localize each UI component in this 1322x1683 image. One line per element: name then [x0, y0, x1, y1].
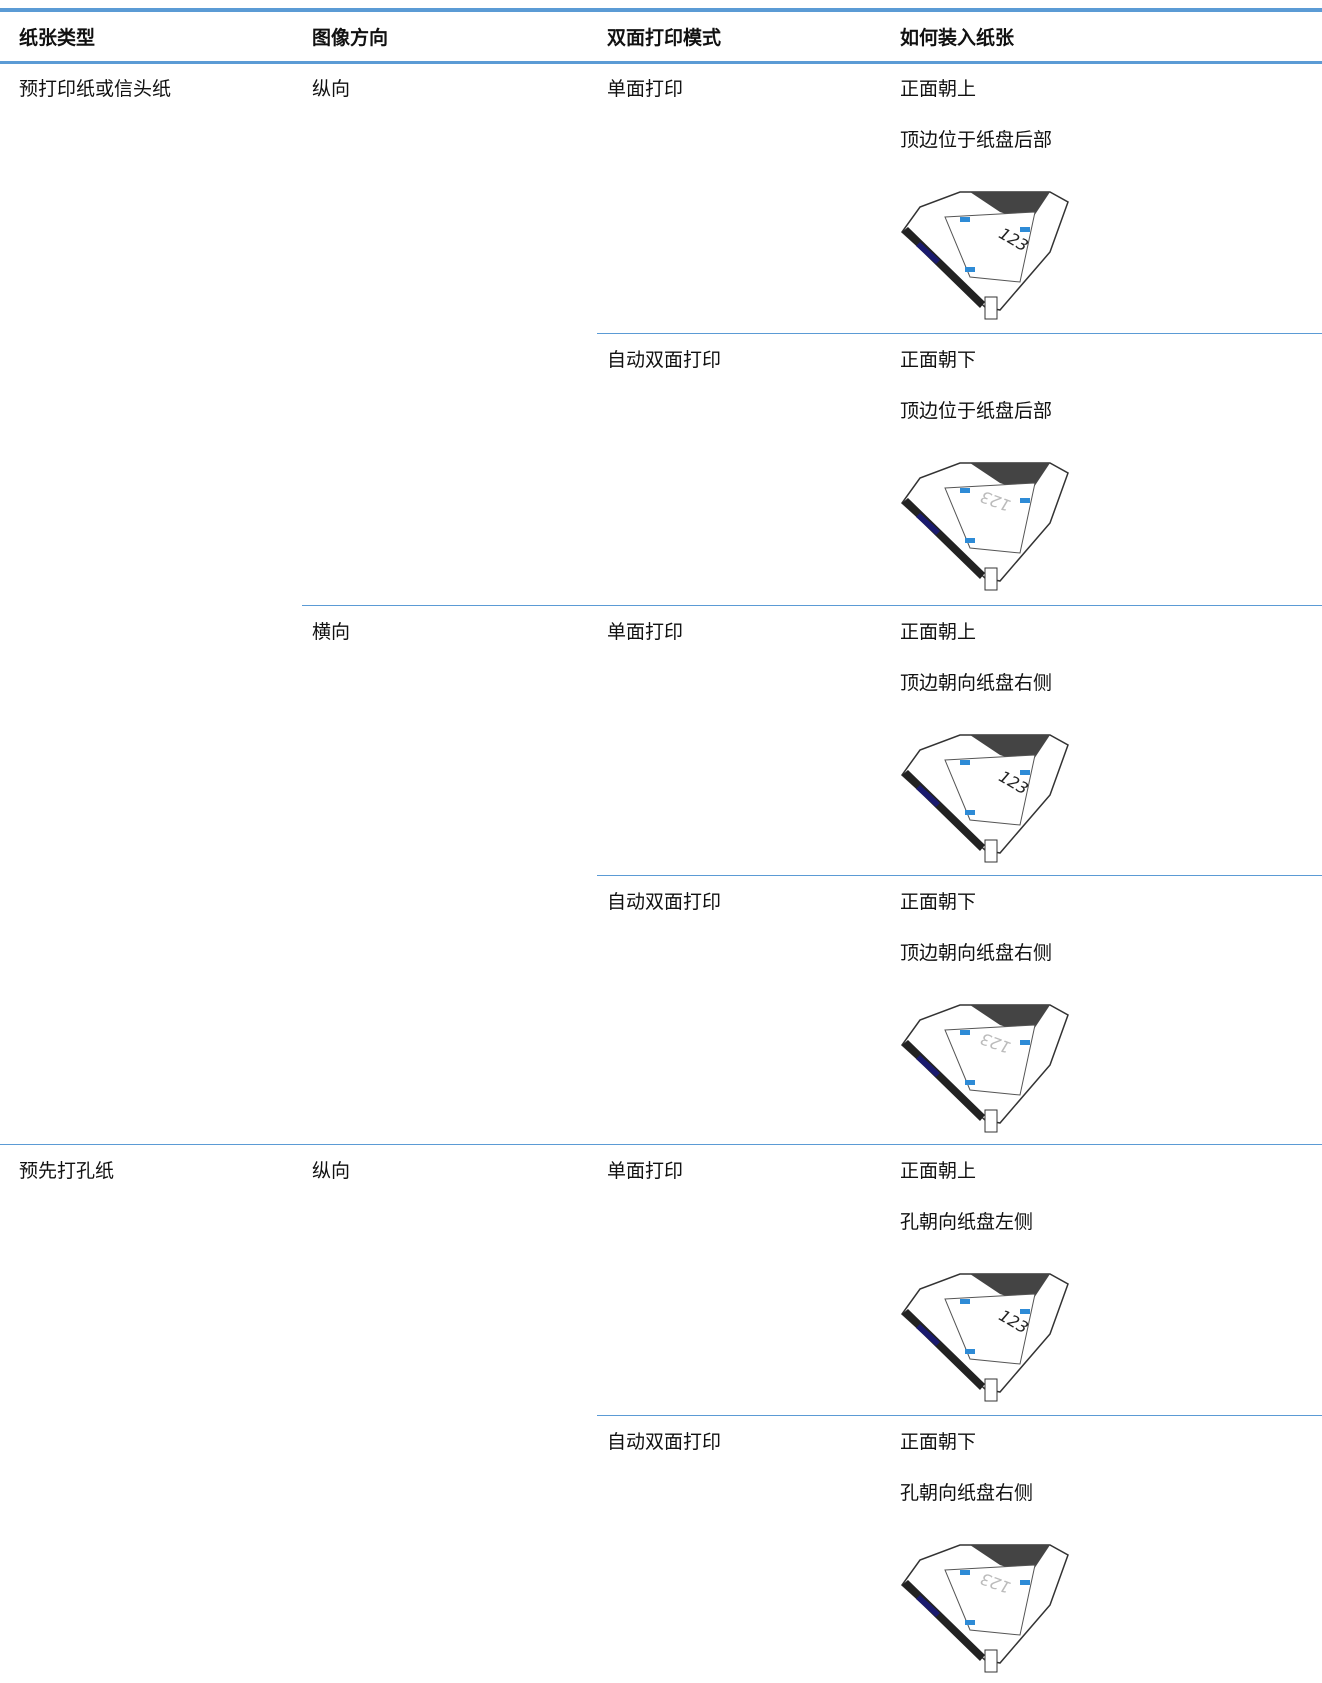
header-cell: 如何装入纸张	[900, 27, 1015, 49]
loading-step: 正面朝上	[900, 1160, 977, 1182]
top-rule	[0, 8, 1322, 12]
header-rule	[0, 61, 1322, 64]
row-rule	[302, 605, 1322, 606]
loading-step: 正面朝下	[900, 891, 977, 913]
tray-illustration: 123	[900, 1544, 1069, 1673]
tray-illustration: 123	[900, 462, 1069, 591]
duplex-mode: 自动双面打印	[607, 1431, 722, 1453]
duplex-mode: 自动双面打印	[607, 891, 722, 913]
header-cell: 纸张类型	[19, 27, 96, 49]
duplex-mode: 单面打印	[607, 1160, 684, 1182]
loading-step: 顶边位于纸盘后部	[900, 129, 1053, 151]
paper-type: 预先打孔纸	[19, 1160, 115, 1182]
row-rule	[0, 1144, 1322, 1145]
loading-step: 孔朝向纸盘右侧	[900, 1482, 1034, 1504]
duplex-mode: 单面打印	[607, 621, 684, 643]
tray-illustration: 123	[900, 1004, 1069, 1133]
duplex-mode: 单面打印	[607, 78, 684, 100]
loading-step: 正面朝下	[900, 349, 977, 371]
tray-illustration: 123	[900, 191, 1069, 320]
paper-type: 预打印纸或信头纸	[19, 78, 172, 100]
loading-step: 顶边朝向纸盘右侧	[900, 672, 1053, 694]
row-rule	[597, 1415, 1322, 1416]
orientation: 横向	[312, 621, 351, 643]
duplex-mode: 自动双面打印	[607, 349, 722, 371]
header-cell: 双面打印模式	[607, 27, 722, 49]
orientation: 纵向	[312, 78, 351, 100]
loading-step: 正面朝下	[900, 1431, 977, 1453]
tray-illustration: 123	[900, 1273, 1069, 1402]
loading-step: 顶边朝向纸盘右侧	[900, 942, 1053, 964]
row-rule	[597, 875, 1322, 876]
orientation: 纵向	[312, 1160, 351, 1182]
loading-step: 顶边位于纸盘后部	[900, 400, 1053, 422]
tray-illustration: 123	[900, 734, 1069, 863]
loading-step: 正面朝上	[900, 78, 977, 100]
loading-step: 孔朝向纸盘左侧	[900, 1211, 1034, 1233]
row-rule	[597, 333, 1322, 334]
loading-step: 正面朝上	[900, 621, 977, 643]
header-cell: 图像方向	[312, 27, 389, 49]
